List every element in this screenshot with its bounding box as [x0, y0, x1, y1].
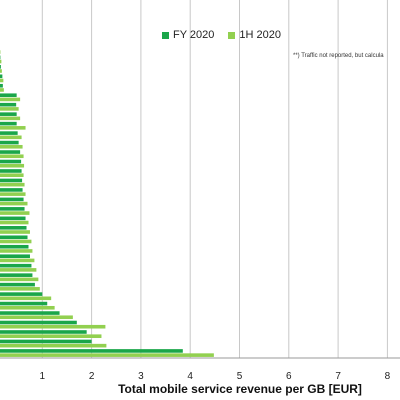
bar-1h2020 [0, 78, 4, 83]
bar-1h2020 [0, 69, 2, 73]
x-tick-label: 4 [187, 371, 193, 382]
bar-1h2020 [0, 239, 32, 244]
legend: FY 2020 1H 2020 [162, 29, 281, 41]
x-axis-ticks: 1 2 3 4 5 6 7 8 [40, 371, 391, 382]
legend-swatch-fy2020 [162, 31, 169, 39]
bar-1h2020 [0, 220, 29, 225]
x-tick-label: 3 [138, 371, 144, 382]
bar-fy2020 [0, 282, 35, 287]
bar-fy2020 [0, 121, 17, 126]
bar-1h2020 [0, 192, 26, 196]
gridlines [41, 0, 388, 358]
bar-fy2020 [0, 292, 43, 296]
bar-fy2020 [0, 273, 33, 277]
bar-fy2020 [0, 349, 183, 353]
bar-1h2020 [0, 296, 52, 301]
bar-1h2020 [0, 135, 22, 140]
bar-1h2020 [0, 97, 21, 102]
bar-fy2020 [0, 169, 22, 173]
bar-fy2020 [0, 301, 48, 306]
x-tick-label: 8 [385, 371, 391, 382]
bar-1h2020 [0, 116, 21, 121]
bar-1h2020 [0, 59, 2, 64]
bar-1h2020 [0, 201, 28, 206]
bar-fy2020 [0, 207, 25, 211]
bar-1h2020 [0, 126, 26, 130]
bar-fy2020 [0, 93, 17, 98]
bar-1h2020 [0, 107, 19, 111]
bar-fy2020 [0, 102, 17, 107]
bar-fy2020 [0, 263, 32, 268]
bar-fy2020 [0, 226, 27, 230]
bar-fy2020 [0, 131, 18, 135]
bar-fy2020 [0, 235, 28, 240]
bar-1h2020 [0, 353, 214, 357]
bar-1h2020 [0, 154, 24, 159]
bar-1h2020 [0, 324, 106, 329]
x-tick-label: 5 [237, 371, 243, 382]
bar-fy2020 [0, 216, 26, 221]
legend-label-fy2020: FY 2020 [173, 29, 215, 41]
bar-1h2020 [0, 88, 4, 92]
bar-fy2020 [0, 339, 92, 344]
x-tick-label: 1 [40, 371, 46, 382]
bar-1h2020 [0, 144, 23, 149]
legend-swatch-1h2020 [228, 31, 236, 39]
footnote-annotation: **) Traffic not reported, but calcula [293, 53, 384, 59]
x-tick-label: 6 [286, 371, 292, 382]
bar-fy2020 [0, 197, 24, 202]
bar-fy2020 [0, 244, 29, 249]
bar-fy2020 [0, 140, 19, 145]
bar-fy2020 [0, 112, 17, 116]
bar-1h2020 [0, 230, 30, 234]
bar-1h2020 [0, 249, 33, 253]
bar-fy2020 [0, 159, 22, 164]
legend-label-1h2020: 1H 2020 [239, 29, 281, 41]
bar-1h2020 [0, 334, 102, 338]
legend-item-1h2020: 1H 2020 [228, 29, 281, 41]
bar-fy2020 [0, 320, 77, 325]
bar-1h2020 [0, 163, 25, 168]
bar-1h2020 [0, 182, 25, 187]
bar-1h2020 [0, 173, 24, 177]
bar-fy2020 [0, 330, 87, 334]
bar-fy2020 [0, 65, 1, 69]
bar-fy2020 [0, 188, 23, 192]
bar-fy2020 [0, 178, 23, 183]
bars [0, 50, 214, 357]
x-tick-label: 7 [335, 371, 341, 382]
bar-1h2020 [0, 277, 39, 282]
bar-1h2020 [0, 305, 55, 310]
bar-fy2020 [0, 254, 30, 259]
bar-fy2020 [0, 74, 3, 79]
x-tick-label: 2 [89, 371, 95, 382]
bar-1h2020 [0, 343, 107, 348]
bar-fy2020 [0, 311, 60, 315]
legend-item-fy2020: FY 2020 [162, 29, 214, 41]
bar-1h2020 [0, 268, 37, 272]
x-axis-label: Total mobile service revenue per GB [EUR… [118, 382, 362, 396]
bar-fy2020 [0, 83, 3, 88]
bar-fy2020 [0, 150, 21, 154]
bar-1h2020 [0, 315, 73, 320]
bar-1h2020 [0, 211, 30, 215]
bar-1h2020 [0, 258, 35, 263]
bar-1h2020 [0, 287, 40, 291]
